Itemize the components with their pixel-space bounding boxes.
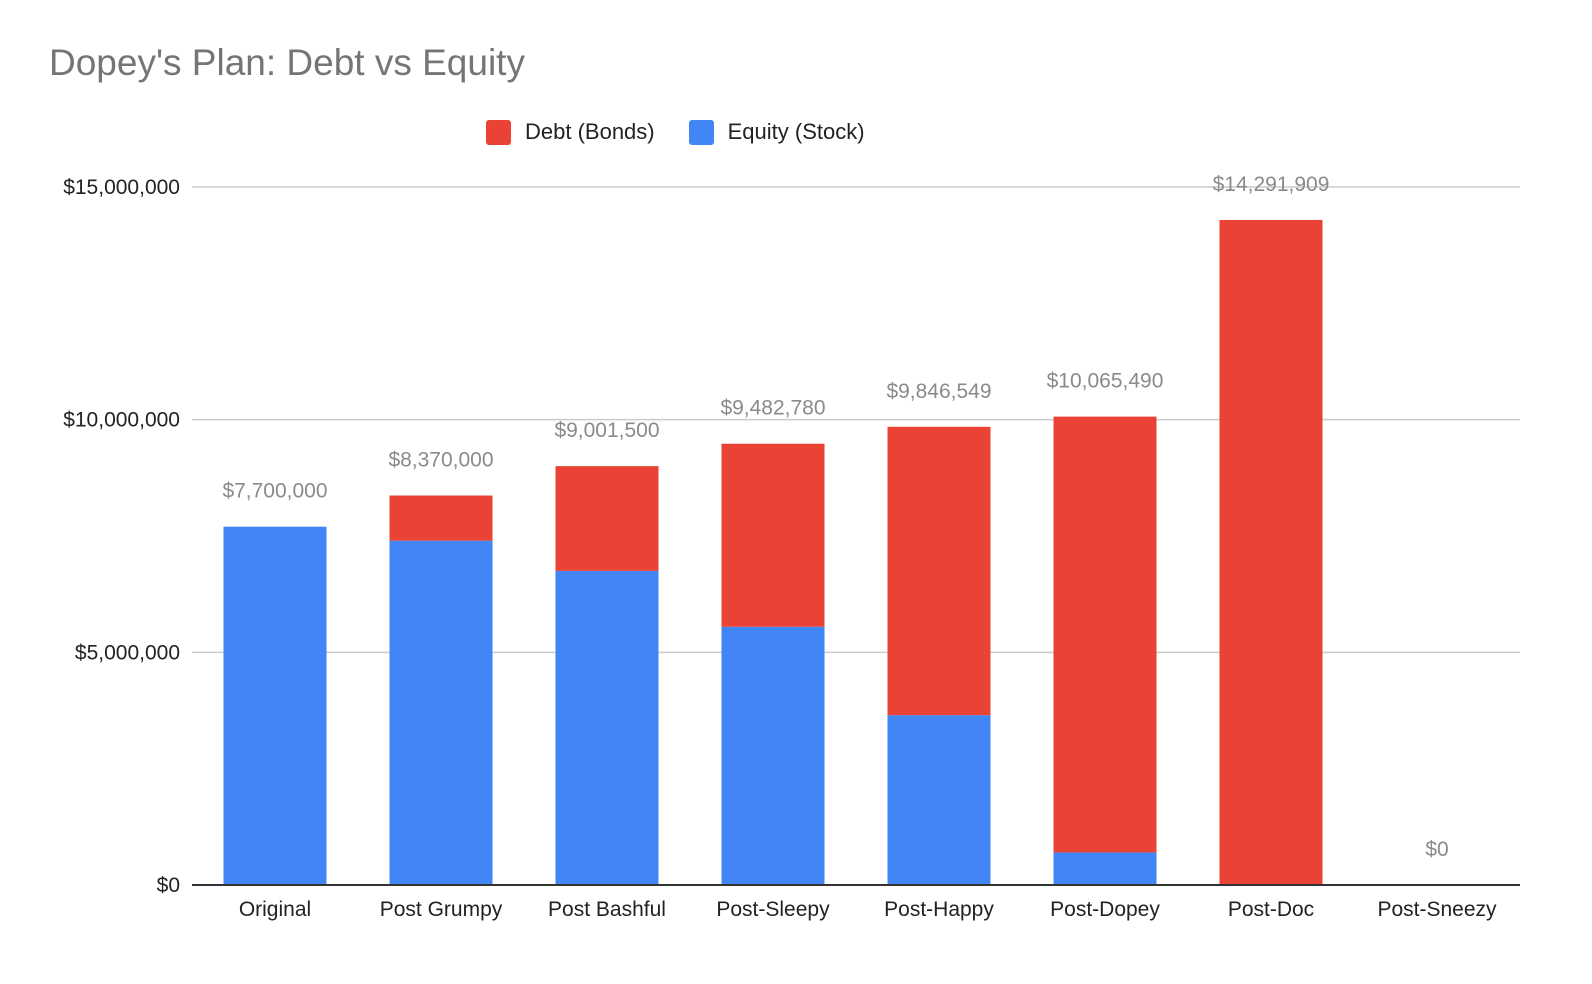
x-category-label: Post-Dopey [1050, 898, 1160, 921]
legend-label-equity: Equity (Stock) [727, 119, 865, 144]
bar-total-label: $9,846,549 [886, 380, 991, 403]
bar-equity[interactable] [1053, 852, 1157, 885]
x-category-label: Post-Doc [1228, 898, 1314, 921]
legend-label-debt: Debt (Bonds) [525, 119, 655, 144]
bar-equity[interactable] [389, 540, 493, 885]
bar-total-label: $10,065,490 [1047, 370, 1164, 393]
bar-debt[interactable] [1053, 416, 1157, 853]
y-tick-label: $10,000,000 [63, 409, 180, 432]
x-category-label: Post-Sleepy [716, 898, 830, 921]
y-tick-label: $0 [157, 874, 180, 897]
data-labels: $7,700,000 $8,370,000 $9,001,500 $9,482,780… [222, 173, 1448, 861]
y-tick-label: $5,000,000 [75, 641, 180, 664]
bar-debt[interactable] [721, 443, 825, 627]
bar-debt[interactable] [887, 426, 991, 716]
legend-item-debt[interactable]: Debt (Bonds) [486, 119, 655, 145]
x-category-label: Post Bashful [548, 898, 666, 921]
legend-swatch-debt [486, 119, 511, 145]
bar-debt[interactable] [1219, 219, 1323, 885]
bar-equity[interactable] [887, 715, 991, 885]
bar-debt[interactable] [555, 466, 659, 571]
legend-swatch-equity [688, 119, 714, 145]
x-category-label: Post-Sneezy [1377, 898, 1497, 921]
x-category-label: Post-Happy [884, 898, 994, 921]
chart-title: Dopey's Plan: Debt vs Equity [49, 42, 525, 83]
bar-total-label: $14,291,909 [1213, 173, 1330, 196]
bar-total-label: $8,370,000 [388, 449, 493, 472]
bar-total-label: $0 [1425, 838, 1448, 861]
y-axis-tick-labels: $0 $5,000,000 $10,000,000 $15,000,000 [63, 176, 180, 897]
bar-equity[interactable] [555, 570, 659, 885]
legend-item-equity[interactable]: Equity (Stock) [688, 119, 865, 145]
x-axis-category-labels: Original Post Grumpy Post Bashful Post-Slee… [239, 898, 1497, 921]
y-tick-label: $15,000,000 [63, 176, 180, 199]
x-category-label: Original [239, 898, 311, 921]
bar-equity[interactable] [223, 526, 327, 885]
bars [223, 219, 1323, 885]
chart-legend: Debt (Bonds) Equity (Stock) [486, 116, 865, 148]
bar-total-label: $9,001,500 [554, 419, 659, 442]
bar-equity[interactable] [721, 626, 825, 885]
bar-total-label: $7,700,000 [222, 480, 327, 503]
bar-total-label: $9,482,780 [720, 397, 825, 420]
x-category-label: Post Grumpy [380, 898, 503, 921]
bar-debt[interactable] [389, 495, 493, 541]
